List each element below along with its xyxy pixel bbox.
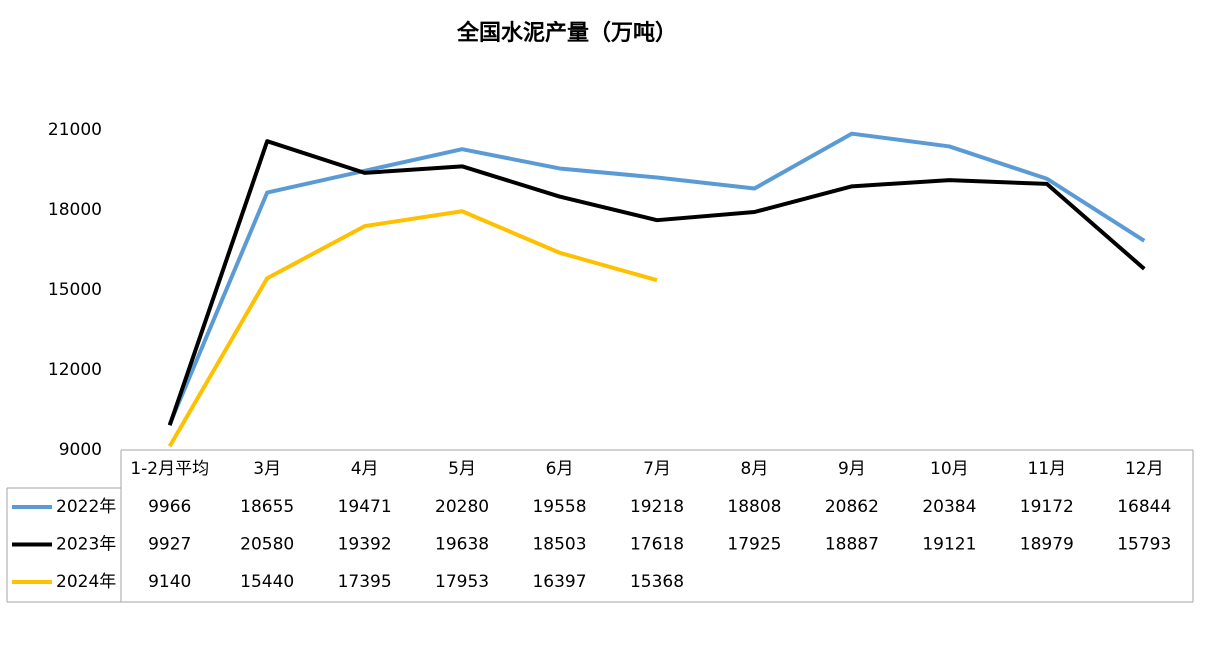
- table-value: 18503: [532, 535, 586, 555]
- table-value: 19172: [1020, 497, 1074, 517]
- table-value: 17953: [435, 572, 489, 592]
- x-tick-label: 9月: [838, 459, 866, 479]
- y-tick-label: 15000: [48, 280, 102, 300]
- legend-label: 2023年: [56, 535, 116, 555]
- x-tick-label: 5月: [448, 459, 476, 479]
- x-tick-label: 11月: [1027, 459, 1066, 479]
- table-value: 17618: [630, 535, 684, 555]
- series-line: [167, 209, 658, 448]
- table-value: 20580: [240, 535, 294, 555]
- table-value: 16844: [1117, 497, 1171, 517]
- table-value: 15368: [630, 572, 684, 592]
- table-value: 16397: [532, 572, 586, 592]
- table-value: 20280: [435, 497, 489, 517]
- table-value: 19218: [630, 497, 684, 517]
- table-value: 19558: [532, 497, 586, 517]
- x-tick-label: 7月: [643, 459, 671, 479]
- table-value: 19121: [922, 535, 976, 555]
- table-value: 19392: [338, 535, 392, 555]
- table-value: 15440: [240, 572, 294, 592]
- table-value: 19638: [435, 535, 489, 555]
- table-value: 17395: [338, 572, 392, 592]
- table-value: 18979: [1020, 535, 1074, 555]
- chart-title: 全国水泥产量（万吨）: [456, 20, 677, 46]
- y-tick-label: 18000: [48, 200, 102, 220]
- table-value: 9927: [148, 535, 191, 555]
- y-tick-label: 21000: [48, 120, 102, 140]
- legend-label: 2022年: [56, 497, 116, 517]
- x-tick-label: 12月: [1125, 459, 1164, 479]
- series-line: [167, 139, 1146, 426]
- table-value: 20384: [922, 497, 976, 517]
- x-tick-label: 1-2月平均: [130, 459, 209, 479]
- table-value: 19471: [338, 497, 392, 517]
- table-value: 15793: [1117, 535, 1171, 555]
- x-tick-label: 3月: [253, 459, 281, 479]
- y-tick-label: 9000: [59, 440, 102, 460]
- table-value: 18655: [240, 497, 294, 517]
- x-tick-label: 8月: [741, 459, 769, 479]
- table-value: 9966: [148, 497, 191, 517]
- x-tick-label: 4月: [351, 459, 379, 479]
- table-value: 20862: [825, 497, 879, 517]
- table-value: 18887: [825, 535, 879, 555]
- y-tick-label: 12000: [48, 360, 102, 380]
- table-value: 9140: [148, 572, 191, 592]
- table-value: 18808: [727, 497, 781, 517]
- x-tick-label: 6月: [546, 459, 574, 479]
- legend-label: 2024年: [56, 572, 116, 592]
- table-value: 17925: [727, 535, 781, 555]
- x-tick-label: 10月: [930, 459, 969, 479]
- series-line: [167, 131, 1146, 426]
